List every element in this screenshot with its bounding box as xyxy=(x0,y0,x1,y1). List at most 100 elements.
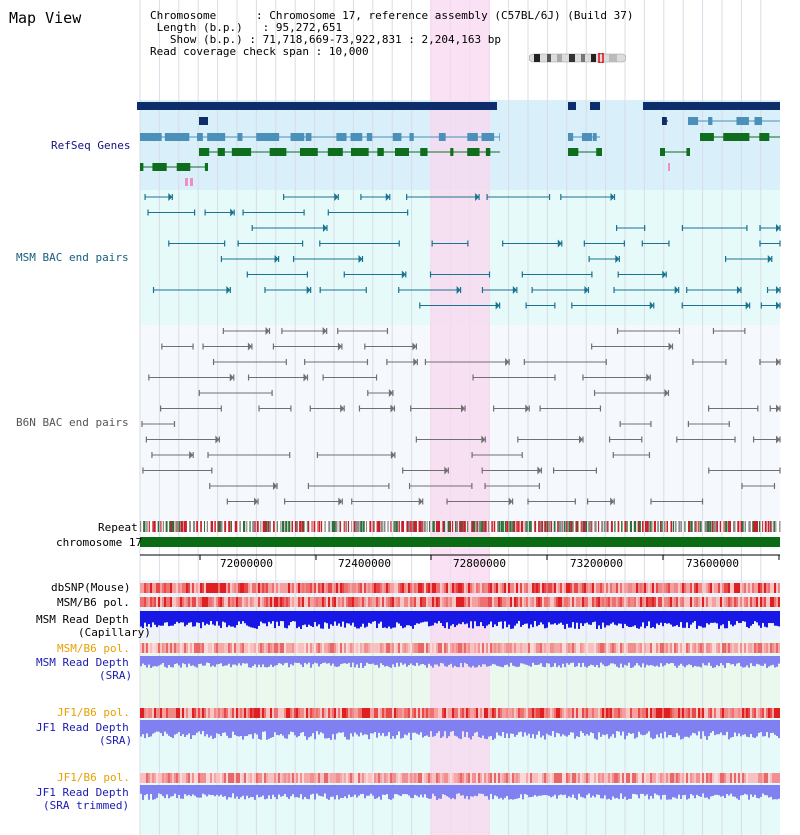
depth-bar xyxy=(358,720,360,737)
depth-bar xyxy=(680,785,682,799)
depth-bar xyxy=(552,785,554,797)
snp-heat-mark xyxy=(316,643,318,653)
repeat-mark xyxy=(331,521,334,532)
depth-bar xyxy=(312,720,314,734)
snp-heat-mark xyxy=(442,773,444,783)
repeat-mark xyxy=(183,521,186,532)
snp-heat-mark xyxy=(656,583,658,593)
snp-heat-mark xyxy=(490,773,492,783)
snp-heat-mark xyxy=(756,583,758,593)
depth-bar xyxy=(740,611,742,623)
depth-bar xyxy=(228,656,230,664)
snp-heat-mark xyxy=(298,643,300,653)
depth-bar xyxy=(500,656,502,667)
snp-heat-mark xyxy=(152,773,154,783)
depth-bar xyxy=(754,611,756,622)
snp-heat-mark xyxy=(398,773,400,783)
snp-heat-mark xyxy=(488,583,490,593)
repeat-mark xyxy=(234,521,237,532)
depth-bar xyxy=(628,656,630,663)
depth-bar xyxy=(350,611,352,626)
chromosome-ideogram[interactable] xyxy=(529,53,626,63)
bac-pair-arrow xyxy=(557,239,562,248)
jf1-depth-trimmed-label[interactable]: JF1 Read Depth xyxy=(36,786,129,799)
repeat-mark xyxy=(369,521,372,532)
snp-heat-mark xyxy=(428,708,430,718)
repeat-mark xyxy=(666,521,669,532)
snp-heat-mark xyxy=(744,583,746,593)
snp-heat-mark xyxy=(270,708,272,718)
jf1-pol-sra-label[interactable]: JF1/B6 pol. xyxy=(57,706,130,719)
repeat-mark xyxy=(534,521,537,532)
depth-bar xyxy=(376,656,378,665)
depth-bar xyxy=(186,785,188,796)
bac-pair-arrow xyxy=(189,451,194,459)
snp-heat-mark xyxy=(282,597,284,607)
snp-heat-mark xyxy=(424,708,426,718)
jf1-depth-sra-label[interactable]: JF1 Read Depth xyxy=(36,721,129,734)
snp-heat-mark xyxy=(560,583,562,593)
repeat-mark xyxy=(629,521,632,532)
depth-bar xyxy=(426,611,428,622)
depth-bar xyxy=(304,611,306,625)
snp-heat-mark xyxy=(500,708,502,718)
snp-heat-mark xyxy=(332,643,334,653)
msm-depth-capillary-label[interactable]: MSM Read Depth xyxy=(36,613,129,626)
snp-heat-mark xyxy=(334,708,336,718)
depth-bar xyxy=(352,611,354,623)
depth-bar xyxy=(476,656,478,668)
msm-pol-capillary-label[interactable]: MSM/B6 pol. xyxy=(57,596,130,609)
snp-heat-mark xyxy=(604,773,606,783)
depth-bar xyxy=(694,785,696,799)
snp-heat-mark xyxy=(716,583,718,593)
b6n-bac-label[interactable]: B6N BAC end pairs xyxy=(16,416,129,429)
snp-heat-mark xyxy=(486,597,488,607)
depth-bar xyxy=(588,611,590,625)
depth-bar xyxy=(530,656,532,667)
snp-heat-mark xyxy=(354,773,356,783)
repeat-mark xyxy=(171,521,175,532)
snp-heat-mark xyxy=(178,583,180,593)
chromosome-track-label[interactable]: chromosome 17 xyxy=(56,536,143,549)
snp-heat-mark xyxy=(362,773,364,783)
repeat-mark xyxy=(597,521,600,532)
snp-heat-mark xyxy=(214,643,216,653)
snp-heat-mark xyxy=(674,708,676,718)
depth-bar xyxy=(184,611,186,627)
snp-heat-mark xyxy=(186,643,188,653)
depth-bar xyxy=(666,785,668,800)
depth-bar xyxy=(286,656,288,663)
repeat-mark xyxy=(413,521,416,532)
snp-heat-mark xyxy=(648,583,650,593)
snp-heat-mark xyxy=(320,583,322,593)
repeat-mark xyxy=(324,521,326,532)
msm-depth-sra-label[interactable]: MSM Read Depth xyxy=(36,656,129,669)
depth-bar xyxy=(512,785,514,800)
depth-bar xyxy=(256,720,258,735)
snp-heat-mark xyxy=(770,708,772,718)
depth-bar xyxy=(526,611,528,624)
snp-heat-mark xyxy=(626,597,628,607)
dbsnp-label[interactable]: dbSNP(Mouse) xyxy=(51,581,131,594)
msm-bac-label[interactable]: MSM BAC end pairs xyxy=(16,251,129,264)
snp-heat-mark xyxy=(704,597,706,607)
snp-heat-mark xyxy=(366,773,368,783)
depth-bar xyxy=(778,785,780,799)
depth-bar xyxy=(472,656,474,666)
refseq-genes-label[interactable]: RefSeq Genes xyxy=(51,139,131,152)
snp-heat-mark xyxy=(696,643,698,653)
snp-heat-mark xyxy=(554,643,556,653)
snp-heat-mark xyxy=(532,708,534,718)
depth-bar xyxy=(414,611,416,625)
snp-heat-mark xyxy=(146,773,148,783)
depth-bar xyxy=(684,656,686,668)
repeat-mark xyxy=(538,521,541,532)
snp-heat-mark xyxy=(430,773,432,783)
repeat-label[interactable]: Repeat xyxy=(98,521,138,534)
repeat-mark xyxy=(546,521,549,532)
snp-heat-mark xyxy=(608,597,610,607)
msm-pol-sra-label[interactable]: MSM/B6 pol. xyxy=(57,642,130,655)
jf1-pol-trimmed-label[interactable]: JF1/B6 pol. xyxy=(57,771,130,784)
